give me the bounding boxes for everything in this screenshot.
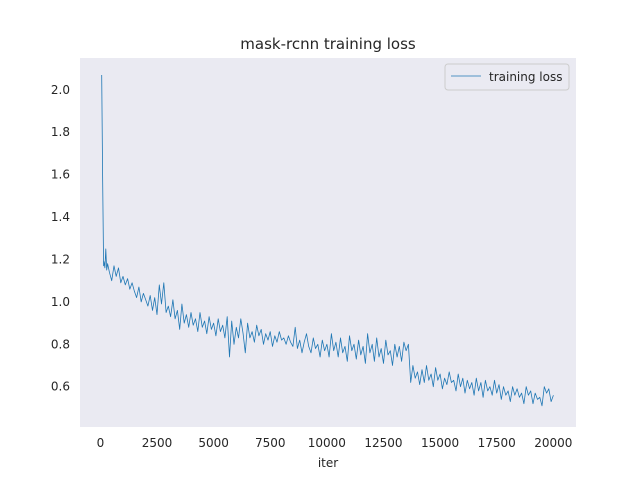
y-tick-label: 2.0 — [51, 83, 70, 97]
y-tick-label: 0.8 — [51, 337, 70, 351]
plot-area-background — [80, 58, 576, 427]
x-tick-label: 12500 — [364, 436, 402, 450]
x-tick-label: 17500 — [478, 436, 516, 450]
x-tick-label: 15000 — [421, 436, 459, 450]
x-tick-label: 20000 — [534, 436, 572, 450]
legend-label: training loss — [489, 70, 562, 84]
legend: training loss — [444, 63, 570, 91]
x-ticks: 0 2500 5000 7500 10000 12500 15000 17500 20000 — [97, 436, 573, 450]
x-tick-label: 0 — [97, 436, 105, 450]
y-tick-label: 1.2 — [51, 252, 70, 266]
y-tick-label: 1.6 — [51, 168, 70, 182]
y-tick-label: 1.4 — [51, 210, 70, 224]
x-axis-label: iter — [318, 456, 338, 470]
legend-box — [444, 63, 570, 91]
chart-title: mask-rcnn training loss — [240, 35, 416, 53]
series-line-training-loss — [101, 74, 554, 407]
y-tick-label: 0.6 — [51, 380, 70, 394]
x-tick-label: 2500 — [142, 436, 173, 450]
x-tick-label: 7500 — [255, 436, 286, 450]
y-tick-label: 1.0 — [51, 295, 70, 309]
y-ticks: 0.6 0.8 1.0 1.2 1.4 1.6 1.8 2.0 — [51, 83, 70, 394]
y-tick-label: 1.8 — [51, 125, 70, 139]
x-tick-label: 5000 — [198, 436, 229, 450]
series-group — [101, 74, 554, 407]
x-tick-label: 10000 — [308, 436, 346, 450]
